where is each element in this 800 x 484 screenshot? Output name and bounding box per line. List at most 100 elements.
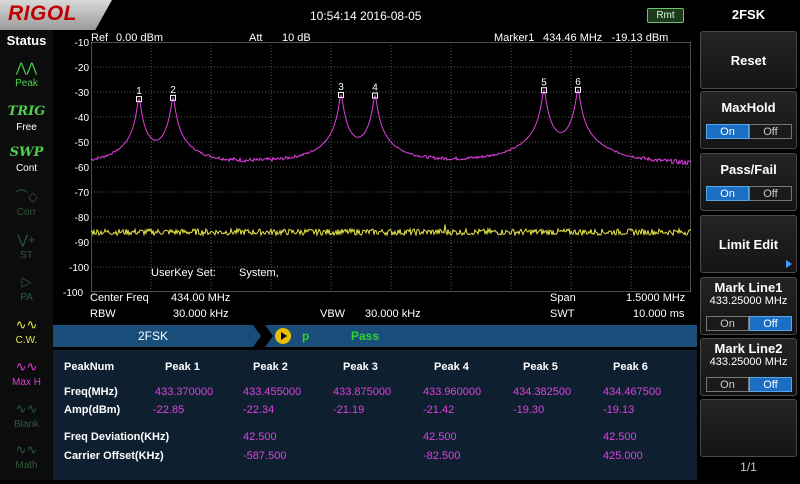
corr-icon: ⌒◇ bbox=[15, 189, 38, 204]
ref-label: Ref bbox=[91, 32, 109, 44]
trace-maxhold bbox=[91, 88, 691, 165]
y-tick: -30 bbox=[74, 88, 89, 99]
y-tick: -70 bbox=[74, 188, 89, 199]
pa-icon: ▷ bbox=[21, 274, 32, 289]
limit-edit-button[interactable]: Limit Edit bbox=[700, 215, 797, 273]
status-pa-label: PA bbox=[20, 292, 33, 303]
peak-table: PeakNum Peak 1 Peak 2 Peak 3 Peak 4 Peak… bbox=[53, 350, 697, 480]
table-header: Peak 4 bbox=[434, 361, 469, 373]
fsk-separator bbox=[253, 325, 273, 347]
menu-page-indicator: 1/1 bbox=[740, 460, 757, 474]
status-trace-blank-label: Blank bbox=[13, 419, 39, 430]
rbw-label: RBW bbox=[90, 308, 116, 320]
status-peak[interactable]: ⋀⋀ Peak bbox=[0, 58, 53, 102]
empty-softkey[interactable] bbox=[700, 399, 797, 457]
reset-label: Reset bbox=[730, 53, 767, 68]
passfail-toggle[interactable]: On Off bbox=[706, 186, 792, 201]
markline2-button[interactable]: Mark Line2 433.25000 MHz On Off bbox=[700, 338, 797, 396]
submenu-arrow-icon bbox=[786, 260, 792, 268]
markline1-label: Mark Line1 bbox=[714, 280, 783, 295]
fsk-result: Pass bbox=[351, 329, 380, 343]
status-trig[interactable]: TRIG Free bbox=[0, 102, 53, 146]
span-value: 1.5000 MHz bbox=[626, 292, 686, 304]
play-icon bbox=[275, 328, 291, 344]
math-icon: ∿∿ bbox=[15, 442, 38, 457]
trace-cw-icon: ∿∿ bbox=[15, 317, 38, 332]
y-tick: -60 bbox=[74, 163, 89, 174]
brand-text: RIGOL bbox=[8, 2, 77, 25]
brand-logo: RIGOL bbox=[0, 0, 112, 30]
peak-marker bbox=[575, 86, 581, 93]
passfail-on[interactable]: On bbox=[706, 186, 749, 201]
passfail-off[interactable]: Off bbox=[749, 186, 792, 201]
freq-cell: 434.382500 bbox=[513, 386, 572, 398]
markline1-off[interactable]: Off bbox=[749, 316, 792, 331]
marker-value: 434.46 MHz -19.13 dBm bbox=[543, 32, 669, 44]
markline2-toggle[interactable]: On Off bbox=[706, 377, 792, 392]
freq-cell: 433.370000 bbox=[155, 386, 214, 398]
deviation-cell: 42.500 bbox=[423, 431, 457, 443]
markline1-value: 433.25000 MHz bbox=[709, 295, 788, 307]
center-freq-label: Center Freq bbox=[90, 292, 149, 304]
maxhold-toggle[interactable]: On Off bbox=[706, 124, 792, 139]
top-bar: RIGOL 10:54:14 2016-08-05 Rmt bbox=[0, 0, 697, 30]
status-corr-label: Corr bbox=[16, 207, 37, 218]
status-trace-maxh[interactable]: ∿∿ Max H bbox=[0, 357, 53, 401]
peak-marker-label: 6 bbox=[575, 77, 581, 88]
y-tick: -90 bbox=[74, 238, 89, 249]
peak-marker bbox=[338, 91, 344, 98]
offset-row-label: Carrier Offset(KHz) bbox=[64, 450, 164, 462]
status-title: Status bbox=[6, 33, 47, 48]
markline1-button[interactable]: Mark Line1 433.25000 MHz On Off bbox=[700, 277, 797, 335]
userkey-label: UserKey Set: bbox=[151, 267, 216, 279]
maxhold-off[interactable]: Off bbox=[749, 124, 792, 139]
menu-title: 2FSK bbox=[731, 7, 766, 22]
status-corr[interactable]: ⌒◇ Corr bbox=[0, 187, 53, 231]
markline2-label: Mark Line2 bbox=[714, 341, 783, 356]
amp-cell: -21.42 bbox=[423, 404, 455, 416]
markline2-on[interactable]: On bbox=[706, 377, 749, 392]
status-st-label: ST bbox=[20, 250, 33, 261]
peak-marker bbox=[170, 94, 176, 101]
trace-maxh-icon: ∿∿ bbox=[15, 359, 38, 374]
status-swp-label: Cont bbox=[15, 163, 38, 174]
offset-cell: -82.500 bbox=[423, 450, 461, 462]
maxhold-label: MaxHold bbox=[721, 100, 776, 115]
maxhold-on[interactable]: On bbox=[706, 124, 749, 139]
status-pa[interactable]: ▷ PA bbox=[0, 272, 53, 316]
att-label: Att bbox=[249, 32, 263, 44]
amp-row-label: Amp(dBm) bbox=[64, 404, 121, 416]
status-peak-label: Peak bbox=[15, 78, 38, 89]
remote-indicator: Rmt bbox=[647, 8, 684, 23]
swt-label: SWT bbox=[550, 308, 575, 320]
y-tick: -40 bbox=[74, 113, 89, 124]
table-header: Peak 5 bbox=[523, 361, 558, 373]
status-math[interactable]: ∿∿ Math bbox=[0, 440, 53, 484]
markline1-toggle[interactable]: On Off bbox=[706, 316, 792, 331]
status-trace-maxh-label: Max H bbox=[12, 377, 41, 388]
peak-marker bbox=[541, 87, 547, 94]
passfail-button[interactable]: Pass/Fail On Off bbox=[700, 153, 797, 211]
markline1-on[interactable]: On bbox=[706, 316, 749, 331]
status-trace-cw[interactable]: ∿∿ C.W. bbox=[0, 315, 53, 359]
status-trace-blank[interactable]: ∿∿ Blank bbox=[0, 399, 53, 443]
amp-cell: -22.85 bbox=[153, 404, 185, 416]
deviation-cell: 42.500 bbox=[603, 431, 637, 443]
trace-blank-icon: ∿∿ bbox=[15, 401, 38, 416]
maxhold-button[interactable]: MaxHold On Off bbox=[700, 91, 797, 149]
markline2-off[interactable]: Off bbox=[749, 377, 792, 392]
status-swp[interactable]: SWP Cont bbox=[0, 143, 53, 187]
y-tick: -80 bbox=[74, 213, 89, 224]
freq-cell: 433.455000 bbox=[243, 386, 302, 398]
peak-marker bbox=[372, 92, 378, 99]
deviation-row-label: Freq Deviation(KHz) bbox=[64, 431, 170, 443]
passfail-label: Pass/Fail bbox=[720, 162, 777, 177]
status-st[interactable]: ⋁+ ST bbox=[0, 230, 53, 274]
att-value: 10 dB bbox=[282, 32, 311, 44]
trig-icon: TRIG bbox=[7, 104, 46, 119]
reset-button[interactable]: Reset bbox=[700, 31, 797, 89]
markline2-value: 433.25000 MHz bbox=[709, 356, 788, 368]
peak-icon: ⋀⋀ bbox=[15, 60, 38, 75]
userkey-value: System, bbox=[239, 267, 279, 279]
spectrum-plot: 1 2 3 4 5 6 bbox=[91, 42, 691, 292]
